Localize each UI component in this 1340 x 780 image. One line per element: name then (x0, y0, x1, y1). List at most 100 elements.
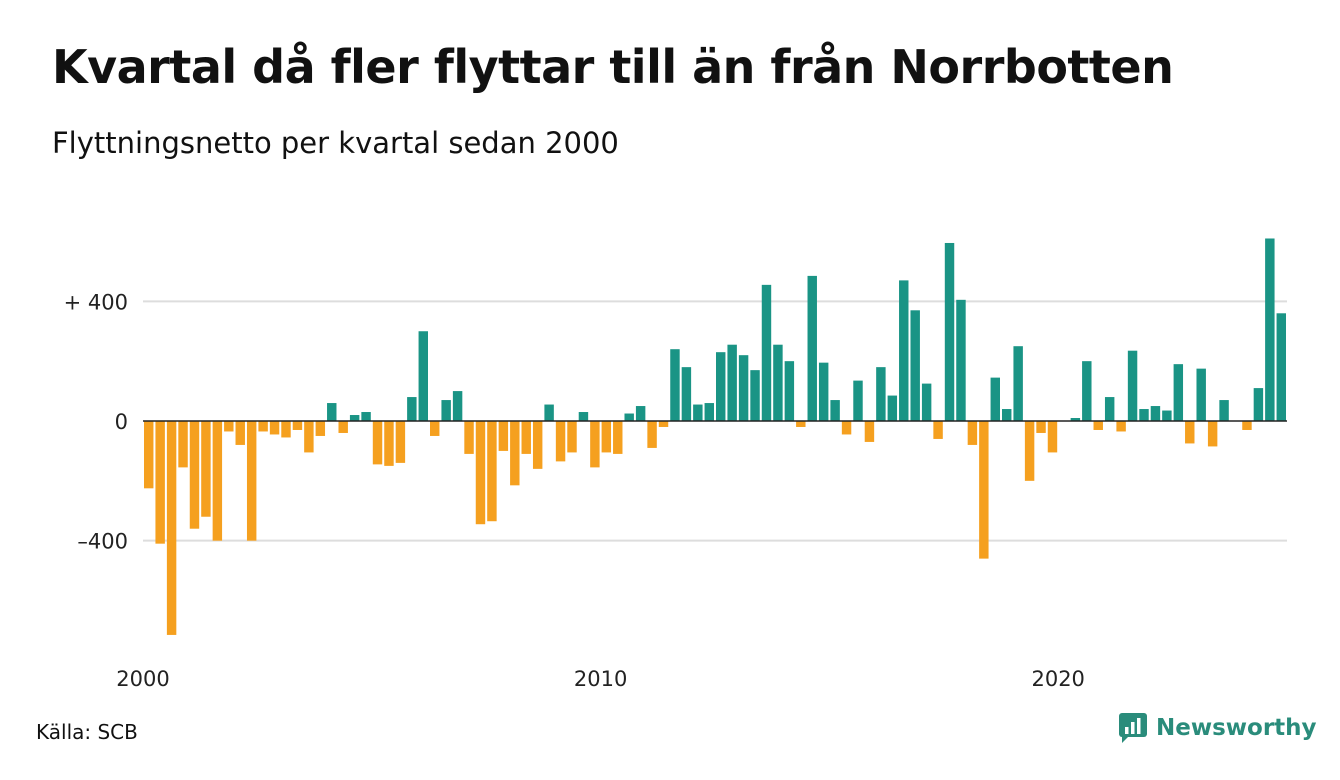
bar (349, 415, 360, 421)
bar (1185, 421, 1195, 444)
bar (1150, 406, 1161, 421)
bar (887, 395, 898, 421)
bar (372, 421, 383, 465)
x-tick-label: 2010 (574, 667, 627, 691)
bar (899, 280, 909, 421)
bar (681, 367, 692, 421)
bar (498, 421, 509, 451)
bar (189, 421, 200, 529)
bar (567, 421, 577, 453)
bar (956, 299, 966, 421)
bar (1253, 388, 1264, 421)
source-note: Källa: SCB (36, 720, 138, 744)
bar (876, 367, 886, 421)
bar (235, 421, 245, 445)
bar (338, 421, 348, 433)
y-axis-ticks: + 400 0 –400 (64, 290, 128, 553)
bar (761, 284, 772, 421)
bar (281, 421, 291, 438)
bar (407, 397, 417, 421)
bar (1002, 409, 1012, 421)
bar (1082, 361, 1092, 421)
bar (910, 310, 920, 421)
bar (1219, 400, 1229, 421)
bar (658, 421, 669, 427)
bar (464, 421, 474, 454)
bar (773, 344, 783, 421)
newsworthy-logo-icon (1119, 713, 1147, 743)
bar (212, 421, 223, 541)
y-tick-label: + 400 (64, 290, 128, 314)
x-axis-ticks: 2000 2010 2020 (116, 667, 1085, 691)
bar (921, 383, 932, 421)
y-tick-label: –400 (77, 530, 128, 554)
bar (144, 421, 154, 489)
bar (315, 421, 326, 436)
bar (1093, 421, 1103, 430)
bar (738, 355, 749, 421)
bars (144, 238, 1286, 635)
bar (807, 275, 817, 421)
chart-title: Kvartal då fler flyttar till än från Nor… (52, 40, 1174, 94)
bar (1173, 364, 1184, 421)
bar (327, 403, 337, 421)
bar (990, 377, 1000, 421)
bar (796, 421, 806, 427)
bar (1276, 313, 1286, 421)
bar (1242, 421, 1252, 430)
bar (727, 344, 737, 421)
bar (647, 421, 657, 448)
bar (967, 421, 978, 445)
bar (704, 403, 714, 421)
bar (544, 404, 554, 421)
bar (304, 421, 314, 453)
bar (1036, 421, 1046, 433)
bar (864, 421, 875, 442)
grid-lines (143, 300, 1287, 542)
bar (452, 391, 463, 421)
bar (624, 413, 634, 421)
bar (166, 421, 177, 635)
bar (613, 421, 623, 454)
bar (1207, 421, 1218, 447)
bar (178, 421, 188, 468)
bar (944, 242, 955, 421)
bar (487, 421, 497, 522)
bar (601, 421, 612, 453)
bar (750, 370, 760, 421)
bar (361, 412, 371, 421)
bar (818, 362, 829, 421)
bar (670, 349, 680, 421)
bar (1139, 409, 1149, 421)
bar (418, 331, 428, 421)
y-tick-label: 0 (115, 410, 128, 434)
bar (1047, 421, 1058, 453)
x-tick-label: 2020 (1031, 667, 1084, 691)
bar (155, 421, 165, 544)
bar (841, 421, 852, 435)
bar (292, 421, 303, 430)
bar (384, 421, 394, 466)
bar (716, 352, 726, 421)
x-tick-label: 2000 (116, 667, 169, 691)
bar (521, 421, 531, 454)
bar (555, 421, 566, 462)
bar (853, 380, 863, 421)
bar (1013, 346, 1023, 421)
bar (224, 421, 234, 432)
bar (1196, 368, 1206, 421)
bar (578, 412, 589, 421)
bar (510, 421, 520, 486)
bar (246, 421, 257, 541)
bar (1162, 410, 1172, 421)
bar (269, 421, 280, 435)
bar (1116, 421, 1126, 432)
bar (201, 421, 211, 517)
bar (830, 400, 840, 421)
bar (933, 421, 943, 439)
bar (784, 361, 795, 421)
bar (693, 404, 703, 421)
bar (1104, 397, 1115, 421)
bar (1127, 350, 1138, 421)
